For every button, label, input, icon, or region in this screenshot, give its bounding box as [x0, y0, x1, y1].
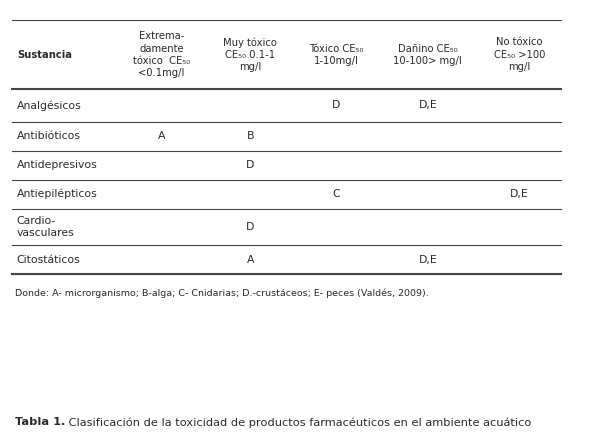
Text: D,E: D,E: [510, 189, 529, 199]
Text: Muy tóxico
CE₅₀ 0.1-1
mg/l: Muy tóxico CE₅₀ 0.1-1 mg/l: [223, 37, 277, 72]
Text: B: B: [247, 131, 254, 141]
Text: D: D: [246, 160, 254, 170]
Text: Antiepilépticos: Antiepilépticos: [17, 189, 98, 199]
Text: D,E: D,E: [418, 255, 437, 265]
Text: Sustancia: Sustancia: [17, 50, 72, 60]
Text: Dañino CE₅₀
10-100> mg/l: Dañino CE₅₀ 10-100> mg/l: [394, 43, 462, 66]
Text: Cardio-
vasculares: Cardio- vasculares: [17, 216, 74, 238]
Text: Citostáticos: Citostáticos: [17, 255, 80, 265]
Text: No tóxico
CE₅₀ >100
mg/l: No tóxico CE₅₀ >100 mg/l: [494, 38, 545, 72]
Text: D: D: [246, 222, 254, 232]
Text: Tabla 1.: Tabla 1.: [15, 417, 65, 427]
Text: Donde: A- microrganismo; B-alga; C- Cnidarias; D.-crustáceos; E- peces (Valdés, : Donde: A- microrganismo; B-alga; C- Cnid…: [15, 289, 429, 298]
Text: D: D: [332, 101, 340, 110]
Text: A: A: [247, 255, 254, 265]
Text: Extrema-
damente
tóxico  CE₅₀
<0.1mg/l: Extrema- damente tóxico CE₅₀ <0.1mg/l: [133, 31, 190, 78]
Text: C: C: [332, 189, 340, 199]
Text: A: A: [158, 131, 165, 141]
Text: Antibióticos: Antibióticos: [17, 131, 81, 141]
Text: Tóxico CE₅₀
1-10mg/l: Tóxico CE₅₀ 1-10mg/l: [309, 43, 363, 66]
Text: D,E: D,E: [418, 101, 437, 110]
Text: Antidepresivos: Antidepresivos: [17, 160, 98, 170]
Text: Clasificación de la toxicidad de productos farmacéuticos en el ambiente acuático: Clasificación de la toxicidad de product…: [65, 417, 532, 428]
Text: Analgésicos: Analgésicos: [17, 100, 82, 111]
